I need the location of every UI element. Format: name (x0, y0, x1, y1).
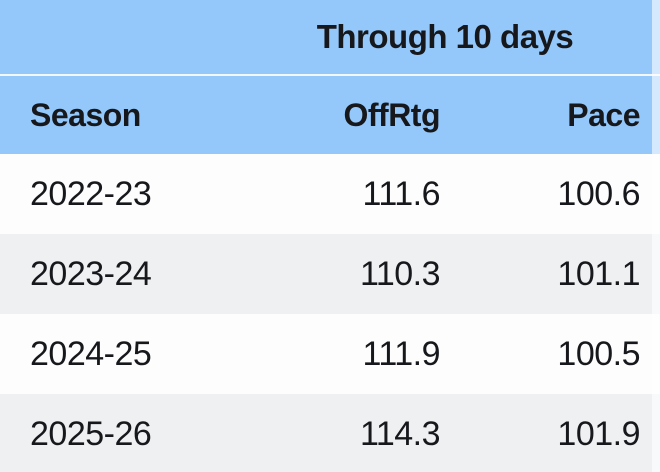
cell-pace: 100.6 (557, 174, 640, 213)
column-header-pace: Pace (567, 96, 640, 133)
cell-season: 2025-26 (30, 414, 152, 453)
table-row: 2022-23 111.6 100.6 (0, 154, 660, 234)
cell-pace: 100.5 (557, 334, 640, 373)
cell-pace: 101.9 (557, 414, 640, 453)
table-row: 2025-26 114.3 101.9 (0, 394, 660, 472)
cell-pace: 101.1 (557, 254, 640, 293)
cell-season: 2024-25 (30, 334, 152, 373)
cell-offrtg: 111.6 (362, 174, 440, 213)
cell-season: 2023-24 (30, 254, 152, 293)
column-header-season: Season (30, 96, 141, 133)
column-header-offrtg: OffRtg (343, 96, 440, 133)
cell-offrtg: 114.3 (359, 414, 441, 453)
cell-season: 2022-23 (30, 174, 152, 213)
cell-offrtg: 111.9 (362, 334, 440, 373)
table-banner-row: Through 10 days (0, 0, 660, 76)
table-banner-title: Through 10 days (316, 18, 574, 55)
table-header-row: Season OffRtg Pace (0, 76, 660, 154)
table-row: 2023-24 110.3 101.1 (0, 234, 660, 314)
cell-offrtg: 110.3 (359, 254, 441, 293)
table-row: 2024-25 111.9 100.5 (0, 314, 660, 394)
